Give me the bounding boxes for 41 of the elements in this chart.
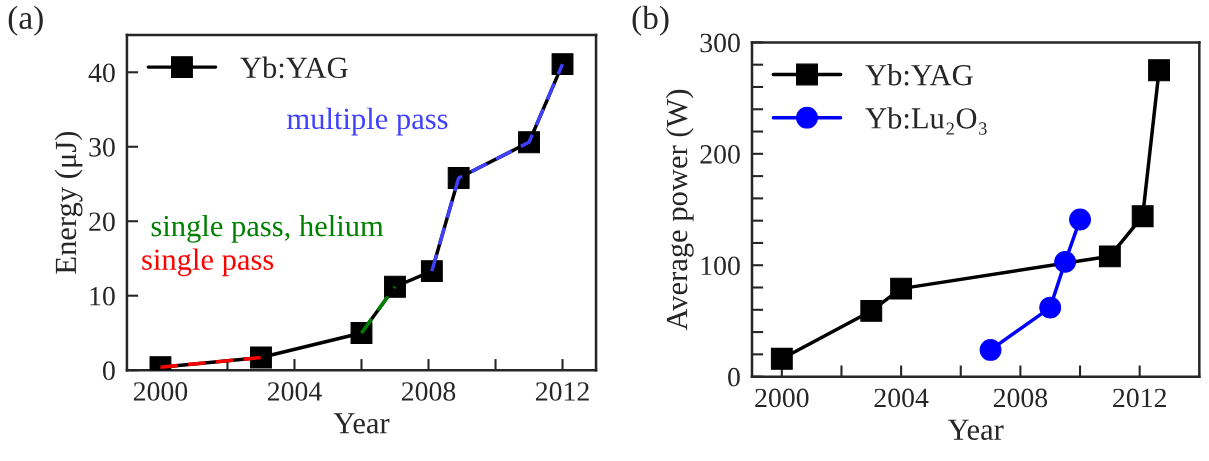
- x-tick-label: 2000: [133, 382, 188, 401]
- x-tick-label: 2008: [401, 382, 456, 401]
- y-tick-label: 0: [728, 367, 740, 387]
- point: [770, 347, 793, 370]
- x-tick-label: 2004: [874, 388, 929, 408]
- point: [1069, 208, 1091, 231]
- annotation: single pass, helium: [151, 214, 384, 243]
- y-axis-title: Average power (W): [665, 89, 694, 331]
- y-axis-title: Energy (μJ): [54, 131, 83, 274]
- point: [384, 275, 406, 298]
- text: (a): [8, 5, 43, 36]
- x-tick-label: 2012: [535, 382, 589, 401]
- legend-label: Yb:Lu₂O₃: [865, 107, 987, 135]
- y-tick-label: 20: [89, 212, 115, 232]
- point: [1054, 250, 1077, 273]
- y-tick-label: 10: [90, 286, 115, 306]
- point: [979, 338, 1002, 361]
- text: (b): [632, 5, 669, 36]
- y-tick-label: 200: [700, 144, 740, 164]
- y-tick-label: 300: [700, 33, 740, 53]
- point: [420, 260, 443, 283]
- y-tick-label: 30: [89, 137, 115, 157]
- x-tick-label: 2012: [1113, 388, 1166, 408]
- point: [860, 299, 883, 322]
- point: [1131, 205, 1154, 228]
- y-tick-label: 100: [701, 256, 740, 276]
- legend-label: Yb:YAG: [240, 56, 348, 79]
- x-tick-label: 2000: [755, 388, 809, 408]
- y-tick-label: 40: [88, 63, 115, 83]
- x-axis-title: Year: [947, 419, 1004, 440]
- point: [1098, 245, 1121, 268]
- annotation: single pass: [142, 248, 274, 277]
- x-axis-title: Year: [333, 413, 390, 434]
- x-tick-label: 2008: [993, 388, 1048, 408]
- x-tick-label: 2004: [267, 382, 322, 401]
- y-tick-label: 0: [103, 361, 115, 381]
- legend-label: Yb:YAG: [865, 63, 973, 86]
- annotation: multiple pass: [287, 107, 448, 136]
- point: [1148, 59, 1170, 82]
- point: [1039, 296, 1062, 319]
- point: [890, 277, 913, 300]
